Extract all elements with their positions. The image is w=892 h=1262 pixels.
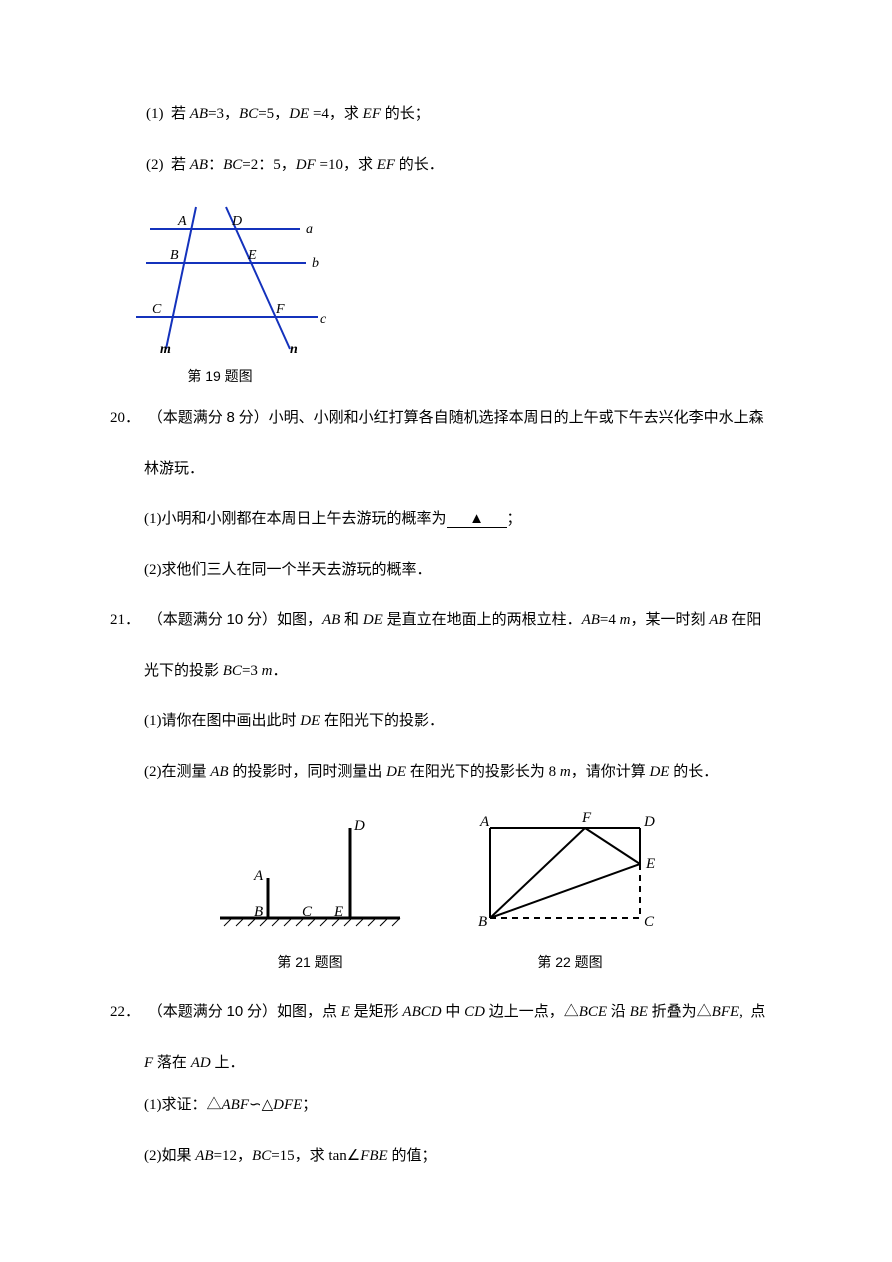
label-D: D <box>643 814 655 830</box>
q22-head: 22． （本题满分 10 分）如图，点 E 是矩形 ABCD 中 CD 边上一点… <box>110 998 792 1027</box>
text: ； <box>507 511 522 527</box>
q19-part1: (1) 若 AB=3，BC=5，DE =4，求 EF 的长； <box>110 100 792 129</box>
label-A: A <box>479 814 490 830</box>
q22-part2: (2)如果 AB=12，BC=15，求 tan∠FBE 的值； <box>110 1142 792 1171</box>
q21-figure: A B C E D 第 21 题图 <box>210 808 410 972</box>
q20-head2: 林游玩． <box>110 455 792 484</box>
q20-head: 20． （本题满分 8 分）小明、小刚和小红打算各自随机选择本周日的上午或下午去… <box>110 404 792 433</box>
q22-part1: (1)求证：△ABF∽△DFE； <box>110 1091 792 1120</box>
label-B: B <box>170 248 179 263</box>
q21-part2: (2)在测量 AB 的投影时，同时测量出 DE 在阳光下的投影长为 8 m，请你… <box>110 758 792 787</box>
label-b: b <box>312 256 319 271</box>
text: 光下的投影 BC=3 m． <box>144 663 288 679</box>
label-E: E <box>645 856 655 872</box>
q20-num: 20． <box>110 404 144 433</box>
label-F: F <box>275 302 285 317</box>
text: （本题满分 8 分）小明、小刚和小红打算各自随机选择本周日的上午或下午去兴化李中… <box>148 410 764 426</box>
q22-head2: F 落在 AD 上． <box>110 1049 792 1078</box>
q19-part2: (2) 若 AB：BC=2：5，DF =10，求 EF 的长． <box>110 151 792 180</box>
q20-part1: (1)小明和小刚都在本周日上午去游玩的概率为▲； <box>110 505 792 534</box>
q21-part1: (1)请你在图中画出此时 DE 在阳光下的投影． <box>110 707 792 736</box>
label-D: D <box>231 214 242 229</box>
label-B: B <box>478 914 487 930</box>
text: （本题满分 10 分）如图，点 E 是矩形 ABCD 中 CD 边上一点，△BC… <box>148 1004 766 1020</box>
text: F 落在 AD 上． <box>144 1055 244 1071</box>
figures-row: A B C E D 第 21 题图 <box>210 808 792 972</box>
text: (2)在测量 AB 的投影时，同时测量出 DE 在阳光下的投影长为 8 m，请你… <box>144 764 718 780</box>
label-m: m <box>160 342 171 357</box>
label-c: c <box>320 312 327 327</box>
label-C: C <box>152 302 162 317</box>
label-A: A <box>253 868 264 884</box>
label-E: E <box>333 904 343 920</box>
label-a: a <box>306 222 313 237</box>
q22-caption: 第 22 题图 <box>537 952 602 972</box>
label-C: C <box>302 904 313 920</box>
q22-num: 22． <box>110 998 144 1027</box>
label-B: B <box>254 904 263 920</box>
text: (2) 若 AB：BC=2：5，DF =10，求 EF 的长． <box>146 157 444 173</box>
text: （本题满分 10 分）如图，AB 和 DE 是直立在地面上的两根立柱．AB=4 … <box>148 612 762 628</box>
q21-caption: 第 21 题图 <box>277 952 342 972</box>
text: (2)如果 AB=12，BC=15，求 tan∠FBE 的值； <box>144 1148 436 1164</box>
q22-figure: A F D E B C 第 22 题图 <box>470 808 670 972</box>
q21-num: 21． <box>110 606 144 635</box>
text: (1)求证：△ABF∽△DFE； <box>144 1097 317 1113</box>
text: (1)请你在图中画出此时 DE 在阳光下的投影． <box>144 713 444 729</box>
q19-caption: 第 19 题图 <box>130 366 310 386</box>
q20-part2: (2)求他们三人在同一个半天去游玩的概率． <box>110 556 792 585</box>
q21-head2: 光下的投影 BC=3 m． <box>110 657 792 686</box>
text: (1) 若 AB=3，BC=5，DE =4，求 EF 的长； <box>146 106 430 122</box>
q21-head: 21． （本题满分 10 分）如图，AB 和 DE 是直立在地面上的两根立柱．A… <box>110 606 792 635</box>
label-D: D <box>353 818 365 834</box>
label-F: F <box>581 810 592 826</box>
label-A: A <box>177 214 187 229</box>
label-n: n <box>290 342 298 357</box>
blank-fill: ▲ <box>447 512 507 528</box>
label-E: E <box>247 248 257 263</box>
q19-figure: A D B E C F a b c m n 第 19 题图 <box>130 201 792 386</box>
text: (1)小明和小刚都在本周日上午去游玩的概率为 <box>144 511 447 527</box>
label-C: C <box>644 914 655 930</box>
